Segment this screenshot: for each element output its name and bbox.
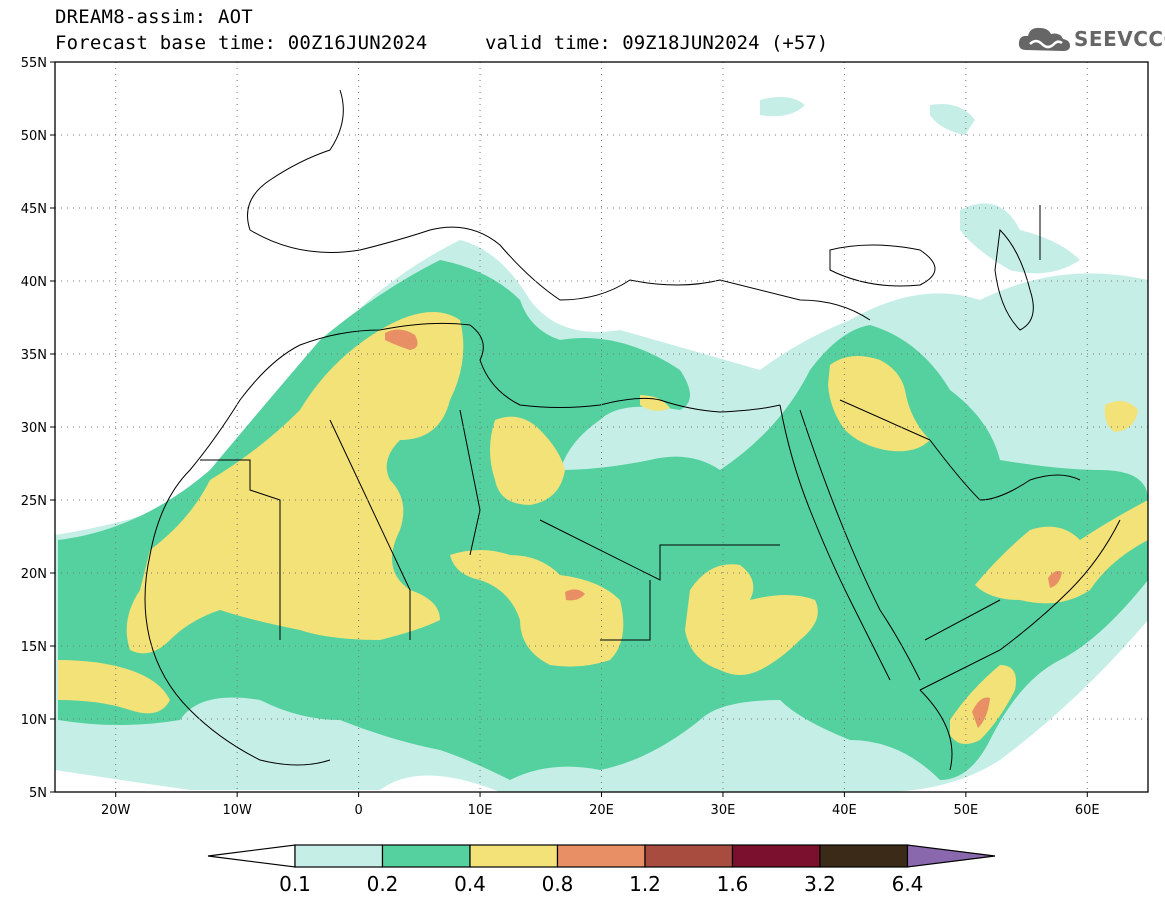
colorbar-bin: [294, 844, 384, 868]
logo-text: SEEVCCC: [1074, 27, 1165, 51]
aot-contour-0.1: [960, 203, 1080, 274]
graticule: [55, 62, 1148, 792]
colorbar-arrow-low: [207, 844, 296, 868]
aot-contour-0.8: [972, 697, 990, 728]
aot-contour-0.8: [385, 329, 418, 350]
aot-contour-0.4: [1104, 401, 1138, 432]
aot-contour-0.8: [1048, 570, 1062, 588]
colorbar-label: 1.2: [629, 872, 661, 896]
lon-label: 10W: [222, 803, 252, 818]
colorbar-label: 3.2: [804, 872, 836, 896]
lat-label: 50N: [21, 129, 47, 144]
aot-contour-0.4: [640, 395, 670, 411]
lat-label: 45N: [21, 202, 47, 217]
title-line-2: Forecast base time: 00Z16JUN2024: [55, 32, 428, 54]
lon-label: 30E: [711, 803, 736, 818]
lat-label: 25N: [21, 494, 47, 509]
lon-label: 40E: [832, 803, 857, 818]
lat-label: 40N: [21, 275, 47, 290]
border: [600, 580, 651, 641]
colorbar-label: 0.2: [367, 872, 399, 896]
border: [839, 399, 931, 441]
aot-contour-0.4: [490, 416, 565, 505]
lon-label: 20W: [101, 803, 131, 818]
aot-contour-0.1: [930, 104, 975, 135]
coastline-europe-west: [247, 89, 344, 231]
lon-label: 0: [354, 803, 362, 818]
colorbar-arrow-high: [906, 844, 996, 868]
colorbar-label: 0.4: [454, 872, 486, 896]
lat-labels: 55N 50N 45N 40N 35N 30N 25N 20N 15N 10N 5N: [21, 56, 47, 801]
axis-ticks: [50, 61, 1088, 797]
coastline-red-sea-west: [779, 404, 891, 681]
colorbar-bin: [644, 844, 734, 868]
lat-label: 20N: [21, 567, 47, 582]
coastline-caspian: [994, 228, 1034, 331]
aot-contour-0.4: [685, 564, 818, 675]
aot-contour-0.4: [975, 500, 1148, 604]
coastline-mediterranean-north: [249, 226, 871, 321]
coastline-persian-gulf: [929, 439, 1081, 501]
coastline-africa-north: [149, 322, 781, 556]
lon-label: 50E: [953, 803, 978, 818]
lat-label: 30N: [21, 421, 47, 436]
border: [539, 519, 780, 581]
cloud-icon: [1018, 27, 1070, 51]
colorbar-bin: [469, 844, 559, 868]
aot-contour-0.1: [760, 96, 805, 117]
seevccc-logo: SEEVCCC: [1016, 22, 1165, 56]
lat-label: 55N: [21, 56, 47, 71]
lat-label: 15N: [21, 640, 47, 655]
lon-label: 60E: [1075, 803, 1100, 818]
colorbar-label: 0.8: [542, 872, 574, 896]
aot-contour-0.4: [450, 550, 624, 667]
colorbar-bin: [381, 844, 471, 868]
colorbar-label: 6.4: [892, 872, 924, 896]
border: [924, 599, 1001, 641]
colorbar-label: 0.1: [279, 872, 311, 896]
coastline-arabia-south: [919, 519, 1121, 691]
lat-label: 35N: [21, 348, 47, 363]
aot-contour-0.4: [58, 660, 170, 714]
coastline-horn: [919, 689, 953, 771]
aot-contour-0.4: [126, 312, 464, 654]
valid-time: valid time: 09Z18JUN2024 (+57): [485, 32, 829, 54]
lon-labels: 20W 10W 0 10E 20E 30E 40E 50E 60E: [101, 803, 1100, 818]
coastlines: [144, 89, 1121, 771]
border: [459, 409, 481, 556]
colorbar-bin: [731, 844, 821, 868]
colorbar-label: 1.6: [717, 872, 749, 896]
coastline-red-sea-east: [799, 409, 921, 681]
colorbar-bin: [819, 844, 909, 868]
border: [200, 459, 281, 640]
title-line-1: DREAM8-assim: AOT: [55, 6, 253, 28]
border: [329, 419, 411, 640]
coastline-africa-west: [144, 554, 331, 766]
lat-label: 5N: [29, 786, 47, 801]
lon-label: 20E: [589, 803, 614, 818]
aot-contour-0.8: [565, 589, 585, 601]
lon-label: 10E: [468, 803, 493, 818]
colorbar-bin: [556, 844, 646, 868]
coastline-black-sea: [829, 244, 936, 287]
lat-label: 10N: [21, 713, 47, 728]
